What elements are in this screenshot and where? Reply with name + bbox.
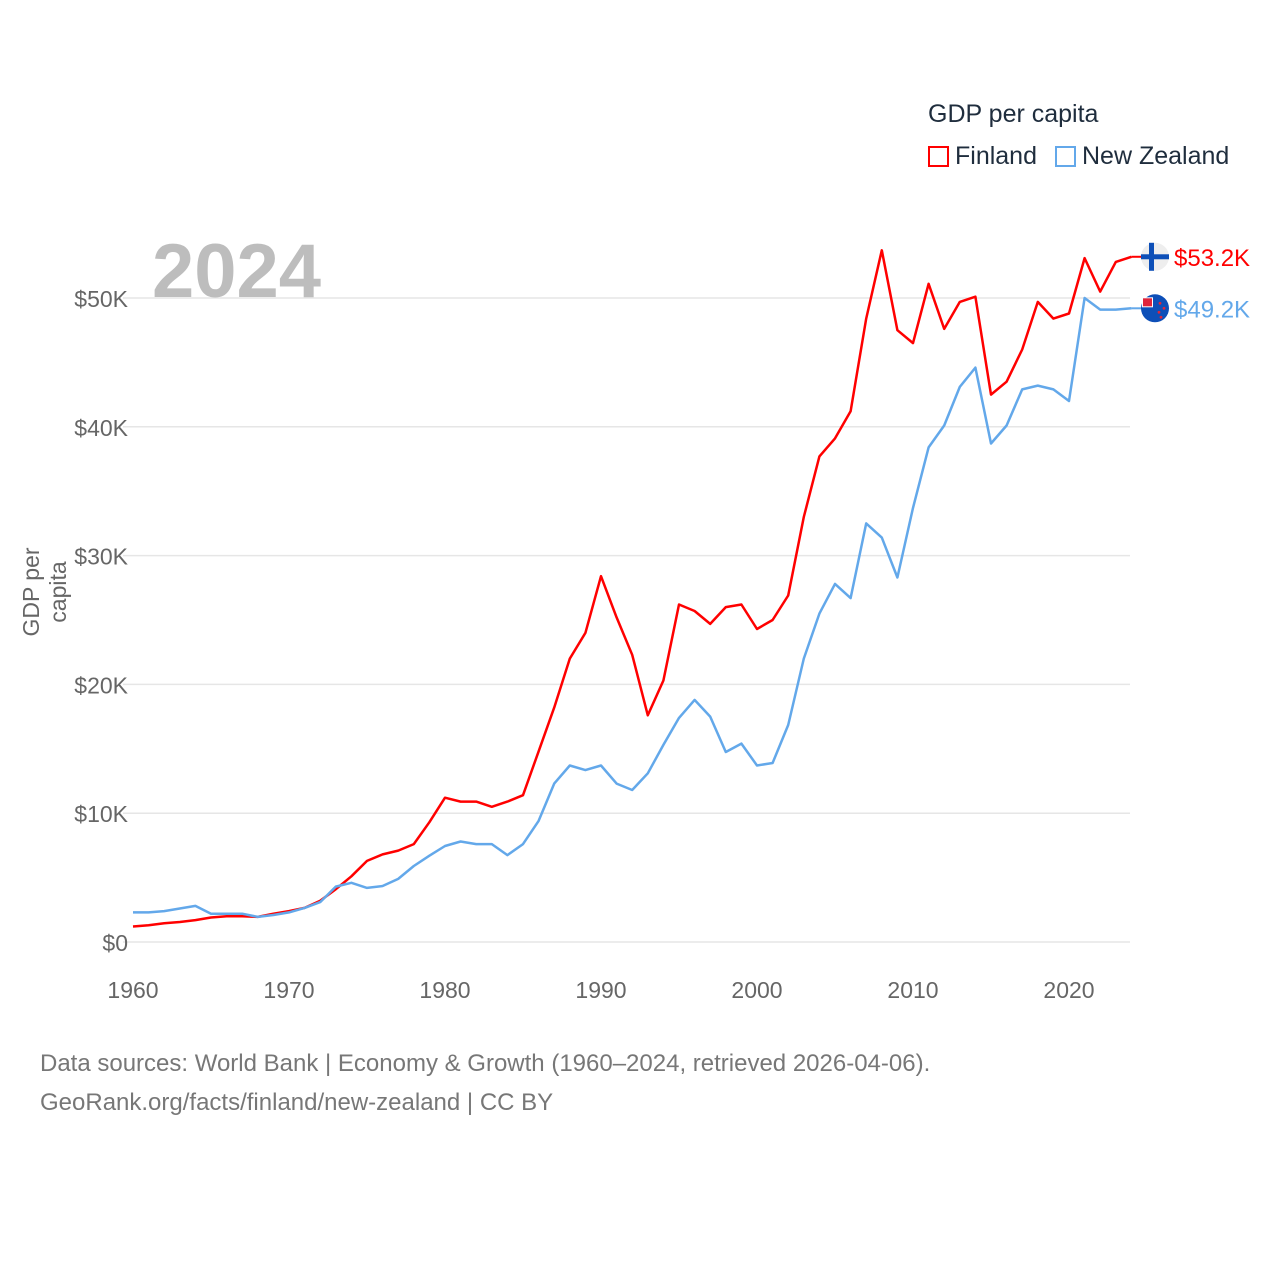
legend: Finland New Zealand: [928, 142, 1229, 171]
legend-label-finland: Finland: [955, 142, 1037, 170]
flag-star: [1157, 310, 1161, 314]
y-tick-label: $30K: [74, 544, 128, 570]
y-axis-title: GDP per capita: [18, 547, 71, 637]
flag-star: [1159, 315, 1163, 319]
highlight-year: 2024: [152, 229, 322, 314]
finland-flag-icon: [1141, 242, 1169, 271]
legend-item-new-zealand[interactable]: New Zealand: [1055, 142, 1229, 171]
end-value-label-finland: $53.2K: [1174, 245, 1250, 272]
legend-swatch-new-zealand: [1055, 146, 1076, 167]
footer: Data sources: World Bank | Economy & Gro…: [40, 1044, 930, 1122]
legend-title: GDP per capita: [928, 100, 1099, 128]
y-tick-label: $0: [102, 930, 128, 956]
x-tick-label: 1980: [419, 977, 470, 1003]
series-line-finland: [132, 249, 1132, 928]
legend-swatch-finland: [928, 146, 949, 167]
x-tick-label: 1990: [575, 977, 626, 1003]
series-line-new-zealand: [133, 296, 1132, 919]
y-tick-label: $40K: [74, 415, 128, 441]
x-tick-label: 2010: [887, 977, 938, 1003]
flag-cross: [1141, 254, 1169, 260]
x-tick-label: 2020: [1043, 977, 1094, 1003]
attribution-link[interactable]: GeoRank.org/facts/finland/new-zealand | …: [40, 1089, 554, 1116]
flag-cross: [1149, 242, 1154, 271]
x-tick-label: 2000: [731, 977, 782, 1003]
y-tick-label: $20K: [74, 672, 128, 698]
y-tick-label: $50K: [74, 286, 128, 312]
legend-label-new-zealand: New Zealand: [1082, 142, 1230, 170]
x-tick-label: 1970: [263, 977, 314, 1003]
end-value-label-new-zealand: $49.2K: [1174, 296, 1250, 323]
flag-star: [1162, 306, 1166, 310]
data-source-text: Data sources: World Bank | Economy & Gro…: [40, 1050, 931, 1077]
flag-union-jack: [1143, 298, 1152, 307]
flag-star: [1158, 301, 1162, 305]
legend-item-finland[interactable]: Finland: [928, 142, 1037, 171]
y-tick-label: $10K: [74, 801, 128, 827]
new-zealand-flag-icon: [1141, 294, 1169, 323]
x-tick-label: 1960: [107, 977, 158, 1003]
